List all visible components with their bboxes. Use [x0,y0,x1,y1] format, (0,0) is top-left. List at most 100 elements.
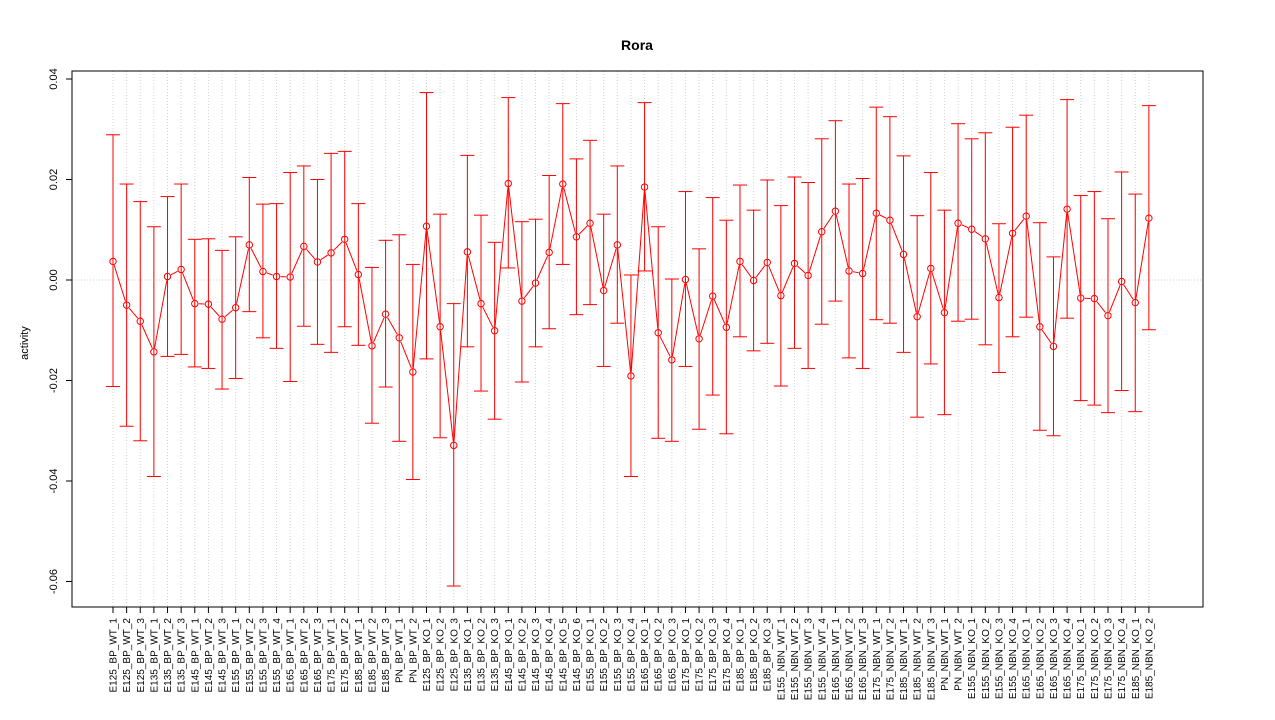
line-segment [333,241,343,251]
line-segment [823,214,834,229]
y-axis-label: activity [19,326,31,360]
x-tick-label: E145_BP_WT_1 [190,618,201,693]
x-tick-label: E155_NBN_KO_4 [1008,618,1019,700]
line-segment [797,265,806,274]
x-tick-label: E125_BP_KO_3 [449,618,460,692]
data-point [531,279,540,287]
data-point [1104,311,1112,320]
x-tick-label: E165_BP_WT_1 [286,618,297,693]
data-point [450,441,458,450]
x-tick-label: E145_BP_KO_4 [545,618,556,692]
line-segment [440,330,454,442]
line-segment [985,242,999,294]
x-tick-label: E145_BP_KO_3 [531,618,542,692]
x-tick-label: E155_NBN_WT_3 [804,618,815,701]
data-point [163,272,172,281]
data-point [709,292,717,300]
x-tick-label: E135_BP_KO_3 [490,618,501,692]
line-segment [523,285,534,299]
x-tick-label: E185_NBN_WT_3 [926,618,937,701]
data-point [1063,205,1071,213]
x-tick-label: E175_BP_WT_2 [340,618,351,693]
y-tick-label: 0.04 [48,68,60,89]
data-point [749,276,758,285]
data-point [395,334,403,342]
line-segment [141,324,153,349]
line-segment [250,248,262,269]
x-tick-label: PN_NBN_WT_2 [954,618,965,691]
data-point [259,267,267,276]
line-segment [210,306,220,317]
x-tick-label: E165_BP_KO_3 [667,618,678,692]
line-segment [781,266,794,293]
data-point [886,216,894,224]
x-tick-label: E175_BP_KO_2 [695,618,706,692]
x-tick-label: E155_NBN_WT_4 [817,618,828,701]
data-point [586,219,594,227]
data-point [409,368,417,376]
data-point [300,242,308,251]
line-segment [713,299,726,324]
line-segment [113,265,126,302]
x-tick-label: E185_BP_WT_1 [354,618,365,693]
data-point [845,267,853,275]
line-segment [266,272,273,276]
data-point [218,315,226,323]
x-tick-label: E185_BP_WT_3 [381,618,392,693]
x-tick-label: E185_NBN_WT_1 [899,618,910,701]
x-tick-label: E165_NBN_KO_3 [1049,618,1060,700]
line-segment [1053,213,1068,343]
x-tick-label: E175_BP_KO_1 [681,618,692,692]
data-point [695,335,703,343]
line-segment [453,255,468,442]
x-tick-label: E165_BP_WT_2 [299,618,310,693]
x-tick-label: E165_NBN_WT_2 [845,618,856,701]
x-tick-label: E175_NBN_WT_2 [885,618,896,701]
x-tick-label: E135_BP_KO_1 [463,618,474,692]
data-point [872,209,880,217]
x-tick-label: E155_BP_WT_4 [272,618,283,693]
x-tick-label: E135_BP_WT_2 [163,618,174,693]
line-segment [1014,218,1025,231]
line-segment [931,272,944,309]
data-point [954,219,962,227]
x-tick-label: E125_BP_WT_1 [109,618,120,693]
x-tick-label: PN_NBN_WT_1 [940,618,951,691]
x-tick-label: E155_BP_KO_2 [599,618,610,692]
line-segment [755,265,766,278]
x-tick-label: E155_BP_WT_3 [258,618,269,693]
data-point [1022,212,1030,220]
x-tick-label: E165_BP_KO_2 [654,618,665,692]
line-segment [999,237,1013,294]
line-segment [1096,301,1106,313]
y-tick-label: -0.06 [48,569,60,594]
line-segment [563,187,576,234]
line-segment [974,231,983,237]
data-point [354,270,363,279]
line-segment [1067,213,1081,295]
data-points [109,179,1153,450]
line-segment [903,258,917,313]
line-segment [879,214,887,219]
x-tick-label: E135_BP_KO_2 [477,618,488,692]
line-segment [917,272,931,313]
line-segment [768,265,780,293]
data-point [831,207,840,215]
x-tick-label: E155_NBN_WT_2 [790,618,801,701]
data-point [286,273,294,281]
x-tick-label: E135_BP_WT_1 [149,618,160,693]
data-point [341,235,349,243]
x-tick-label: E185_BP_WT_2 [367,618,378,693]
x-tick-label: E175_NBN_KO_1 [1076,618,1087,700]
x-tick-label: E155_NBN_KO_2 [981,618,992,700]
line-segment [852,271,859,274]
error-bars [106,92,1156,587]
line-segment [726,265,740,324]
x-tick-label: E145_BP_KO_1 [504,618,515,692]
line-segment [961,224,969,229]
line-segment [944,227,958,309]
line-segment [306,249,316,260]
x-tick-label: E175_BP_KO_4 [722,618,733,692]
data-point [122,301,131,309]
